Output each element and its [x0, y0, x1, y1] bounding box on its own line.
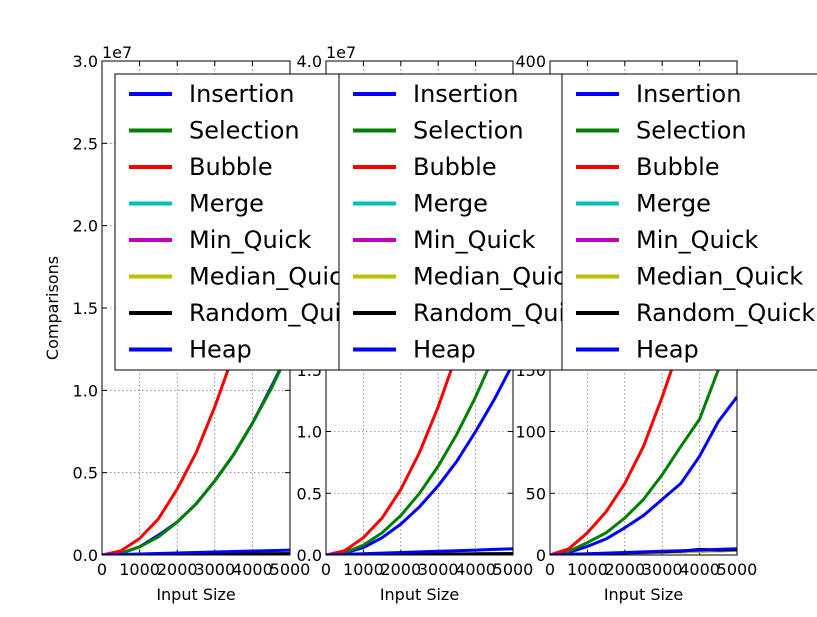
legend-label: Heap	[413, 336, 476, 364]
x-tick-label: 4000	[455, 560, 496, 579]
x-tick-label: 1000	[343, 560, 384, 579]
axis-offset-label: 1e7	[326, 43, 356, 62]
legend-label: Merge	[189, 190, 264, 218]
series-line-selection	[102, 348, 290, 555]
x-tick-label: 1000	[567, 560, 608, 579]
legend-label: Min_Quick	[636, 226, 759, 254]
series-line-insertion	[326, 362, 513, 555]
legend-label: Bubble	[636, 153, 720, 181]
x-tick-label: 2000	[604, 560, 645, 579]
y-tick-label: 0	[536, 546, 546, 565]
series-line-heap	[326, 547, 513, 555]
y-tick-label: 1.5	[73, 299, 98, 318]
legend-label: Selection	[189, 117, 300, 145]
axis-offset-label: 1e7	[102, 43, 132, 62]
x-tick-label: 3000	[194, 560, 235, 579]
x-tick-label: 4000	[679, 560, 720, 579]
series-line-selection	[326, 307, 513, 555]
legend-label: Merge	[413, 190, 488, 218]
y-tick-label: 400	[515, 52, 546, 71]
x-axis-label: Input Size	[156, 585, 235, 604]
y-tick-label: 0.5	[73, 464, 98, 483]
legend-label: Median_Quick	[413, 263, 580, 291]
x-axis-label: Input Size	[604, 585, 683, 604]
legend-label: Bubble	[189, 153, 273, 181]
series-line-heap	[550, 547, 737, 555]
legend-label: Selection	[413, 117, 524, 145]
x-tick-label: 5000	[717, 560, 758, 579]
y-tick-label: 3.0	[73, 52, 98, 71]
legend-label: Median_Quick	[636, 263, 803, 291]
x-tick-label: 0	[321, 560, 331, 579]
x-tick-label: 4000	[232, 560, 273, 579]
y-tick-label: 0.0	[73, 546, 98, 565]
x-tick-label: 5000	[270, 560, 311, 579]
legend-label: Insertion	[413, 80, 518, 108]
legend-label: Insertion	[189, 80, 294, 108]
legend-label: Bubble	[413, 153, 497, 181]
legend-label: Merge	[636, 190, 711, 218]
y-axis-label: Comparisons	[43, 256, 62, 360]
x-tick-label: 3000	[418, 560, 459, 579]
legend-box	[561, 73, 817, 371]
legend-box	[338, 73, 603, 371]
y-tick-label: 2.0	[73, 217, 98, 236]
x-axis-label: Input Size	[380, 585, 459, 604]
legend-3: Insertion Selection Bubble Merge Min_Quick Me…	[561, 73, 817, 371]
legend-label: Random_Quick	[189, 299, 368, 327]
y-tick-label: 1.0	[73, 381, 98, 400]
legend-box	[114, 73, 379, 371]
y-tick-label: 100	[515, 423, 546, 442]
x-tick-label: 0	[97, 560, 107, 579]
series-line-heap	[102, 548, 290, 555]
x-tick-label: 5000	[493, 560, 534, 579]
y-tick-label: 2.5	[73, 134, 98, 153]
legend-label: Min_Quick	[189, 226, 312, 254]
legend-label: Insertion	[636, 80, 741, 108]
x-tick-label: 2000	[380, 560, 421, 579]
series-line-selection	[550, 319, 737, 555]
x-tick-label: 2000	[157, 560, 198, 579]
legend-label: Min_Quick	[413, 226, 536, 254]
legend-2: Insertion Selection Bubble Merge Min_Quick Me…	[338, 73, 603, 371]
legend-label: Median_Quick	[189, 263, 356, 291]
legend-label: Heap	[636, 336, 699, 364]
y-tick-label: 0.5	[297, 484, 322, 503]
x-tick-label: 1000	[119, 560, 160, 579]
y-tick-label: 0.0	[297, 546, 322, 565]
x-tick-label: 0	[545, 560, 555, 579]
legend-1: Insertion Selection Bubble Merge Min_Quick Me…	[114, 73, 379, 371]
legend-label: Heap	[189, 336, 252, 364]
y-tick-label: 50	[526, 484, 546, 503]
y-tick-label: 1.0	[297, 423, 322, 442]
x-tick-label: 3000	[642, 560, 683, 579]
y-tick-label: 4.0	[297, 52, 322, 71]
series-line-insertion	[550, 395, 737, 555]
legend-label: Random_Quick	[636, 299, 815, 327]
legend-label: Selection	[636, 117, 747, 145]
